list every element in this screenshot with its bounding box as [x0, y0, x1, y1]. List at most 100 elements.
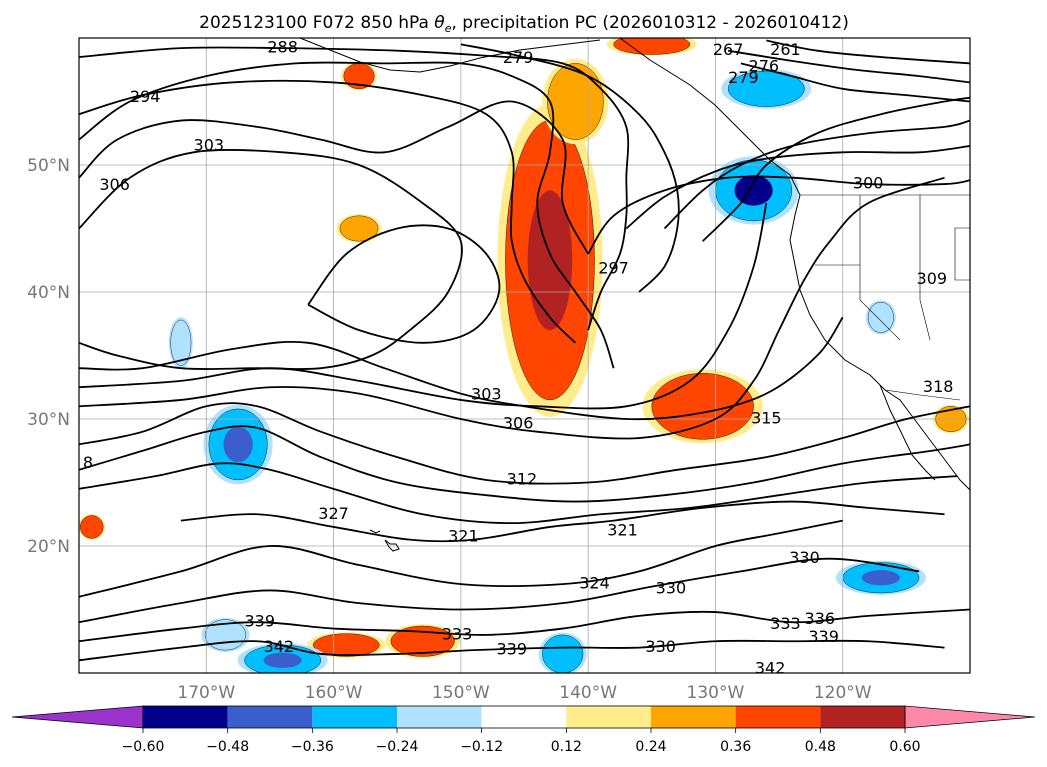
colorbar-segment: [143, 706, 228, 728]
precip-anomaly-core: [527, 190, 573, 331]
precip-anomaly: [80, 515, 104, 539]
colorbar-tick-label: −0.48: [206, 739, 249, 755]
plot-frame: [78, 37, 971, 674]
latitude-tick-labels: 20°N 30°N 40°N 50°N: [27, 156, 70, 557]
contour-label: 288: [267, 38, 298, 57]
contour-label: 342: [755, 659, 786, 678]
colorbar-segment: [566, 706, 651, 728]
contour-label: 336: [805, 609, 836, 628]
theta-e-contour-306: [79, 176, 945, 440]
contour-label: 294: [130, 87, 161, 106]
colorbar-segment: [651, 706, 736, 728]
precip-anomaly-core: [223, 426, 253, 463]
theta-e-contour-330: [79, 557, 920, 624]
colorbar-extend-high: [904, 705, 1036, 729]
colorbar-segment: [312, 706, 397, 728]
precip-anomaly: [727, 70, 805, 107]
colorbar-tick-label: −0.12: [460, 739, 503, 755]
contour-label: 261: [770, 40, 801, 59]
contour-label: 306: [503, 414, 534, 433]
colorbar-segment: [397, 706, 482, 728]
contour-label: 267: [713, 40, 744, 59]
precip-anomaly-core: [734, 175, 773, 206]
colorbar-segment: [227, 706, 313, 728]
theta-e-contour-318: [79, 462, 958, 525]
contour-label: 297: [598, 259, 629, 278]
theta-e-contour-309: [79, 316, 844, 421]
contour-label: 276: [749, 57, 780, 76]
theta-e-contour-312: [79, 402, 970, 485]
theta-e-contour-297: [625, 145, 970, 230]
colorbar-tick-label: 0.60: [889, 739, 920, 755]
lon-tick-label: 150°W: [432, 683, 490, 703]
lon-tick-label: 140°W: [559, 683, 617, 703]
precip-anomaly: [651, 373, 754, 440]
precip-anomaly: [547, 63, 604, 140]
theta-e-contour-324: [79, 519, 843, 598]
lat-tick-label: 50°N: [27, 156, 70, 176]
theta-e-contour-315: [79, 425, 970, 503]
hawaii-islands: [369, 529, 400, 552]
contour-label: 318: [923, 377, 954, 396]
contour-label: 339: [808, 627, 839, 646]
precipitation-anomaly-layer: [79, 38, 969, 673]
precip-anomaly: [542, 634, 584, 673]
theta-e-contour-300: [307, 224, 501, 344]
theta-e-contour-294: [79, 61, 615, 369]
precip-anomaly-core: [861, 570, 900, 586]
title-rest: , precipitation PC (2026010312 - 2026010…: [451, 13, 848, 33]
contour-label: 330: [789, 548, 820, 567]
theta-e-contour-288: [79, 46, 630, 331]
us-mexico-border: [884, 389, 961, 401]
baja-california-coastline: [879, 384, 936, 481]
contour-label: 303: [194, 135, 225, 154]
lat-tick-label: 30°N: [27, 410, 70, 430]
gridlines: [79, 38, 970, 673]
lon-tick-label: 130°W: [687, 683, 745, 703]
colorbar-tick-label: 0.48: [805, 739, 836, 755]
theta-e-contour-303: [79, 100, 589, 255]
contour-label: 333: [442, 624, 473, 643]
title-subscript: e: [445, 22, 452, 35]
colorbar-frame: [142, 705, 906, 729]
lon-tick-label: 120°W: [814, 683, 872, 703]
title-symbol: θ: [434, 13, 445, 33]
contour-label: 324: [579, 574, 610, 593]
contour-label: 321: [448, 527, 479, 546]
colorbar-tick-label: −0.24: [376, 739, 419, 755]
lon-tick-label: 160°W: [305, 683, 363, 703]
contour-label: 339: [496, 640, 527, 659]
contour-label: 8: [83, 453, 93, 472]
theta-e-contour-264: [766, 39, 970, 65]
precip-anomaly: [339, 215, 379, 242]
theta-e-contour-285: [702, 96, 970, 242]
precip-anomaly: [313, 633, 380, 657]
precip-anomaly: [867, 301, 894, 333]
contour-label: 303: [471, 384, 502, 403]
theta-e-contour-270: [728, 49, 970, 84]
chart-title: 2025123100 F072 850 hPa θe, precipitatio…: [199, 13, 849, 35]
colorbar-segment: [481, 706, 567, 728]
title-main: 2025123100 F072 850 hPa: [199, 13, 434, 33]
colorbar-tick-label: 0.12: [551, 739, 582, 755]
colorbar-tick-label: 0.24: [635, 739, 666, 755]
theta-e-contour-297: [79, 79, 577, 344]
contour-label: 300: [853, 174, 884, 193]
north-america-coastline: [619, 38, 970, 491]
contour-label: 315: [751, 409, 782, 428]
precip-anomaly-core: [263, 652, 302, 668]
theta-e-contours: [79, 39, 970, 662]
contour-label: 339: [244, 612, 275, 631]
colorbar-tick-label: 0.36: [720, 739, 751, 755]
contour-label: 306: [99, 175, 130, 194]
theta-e-contour-306: [79, 148, 463, 371]
theta-e-contour-333: [79, 608, 970, 643]
contour-label: 330: [645, 637, 676, 656]
precip-anomaly: [613, 38, 691, 55]
longitude-tick-labels: 170°W 160°W 150°W 140°W 130°W 120°W: [177, 683, 871, 703]
precip-anomaly: [170, 319, 192, 366]
colorbar-tick-label: −0.36: [291, 739, 334, 755]
contour-label: 321: [607, 520, 638, 539]
